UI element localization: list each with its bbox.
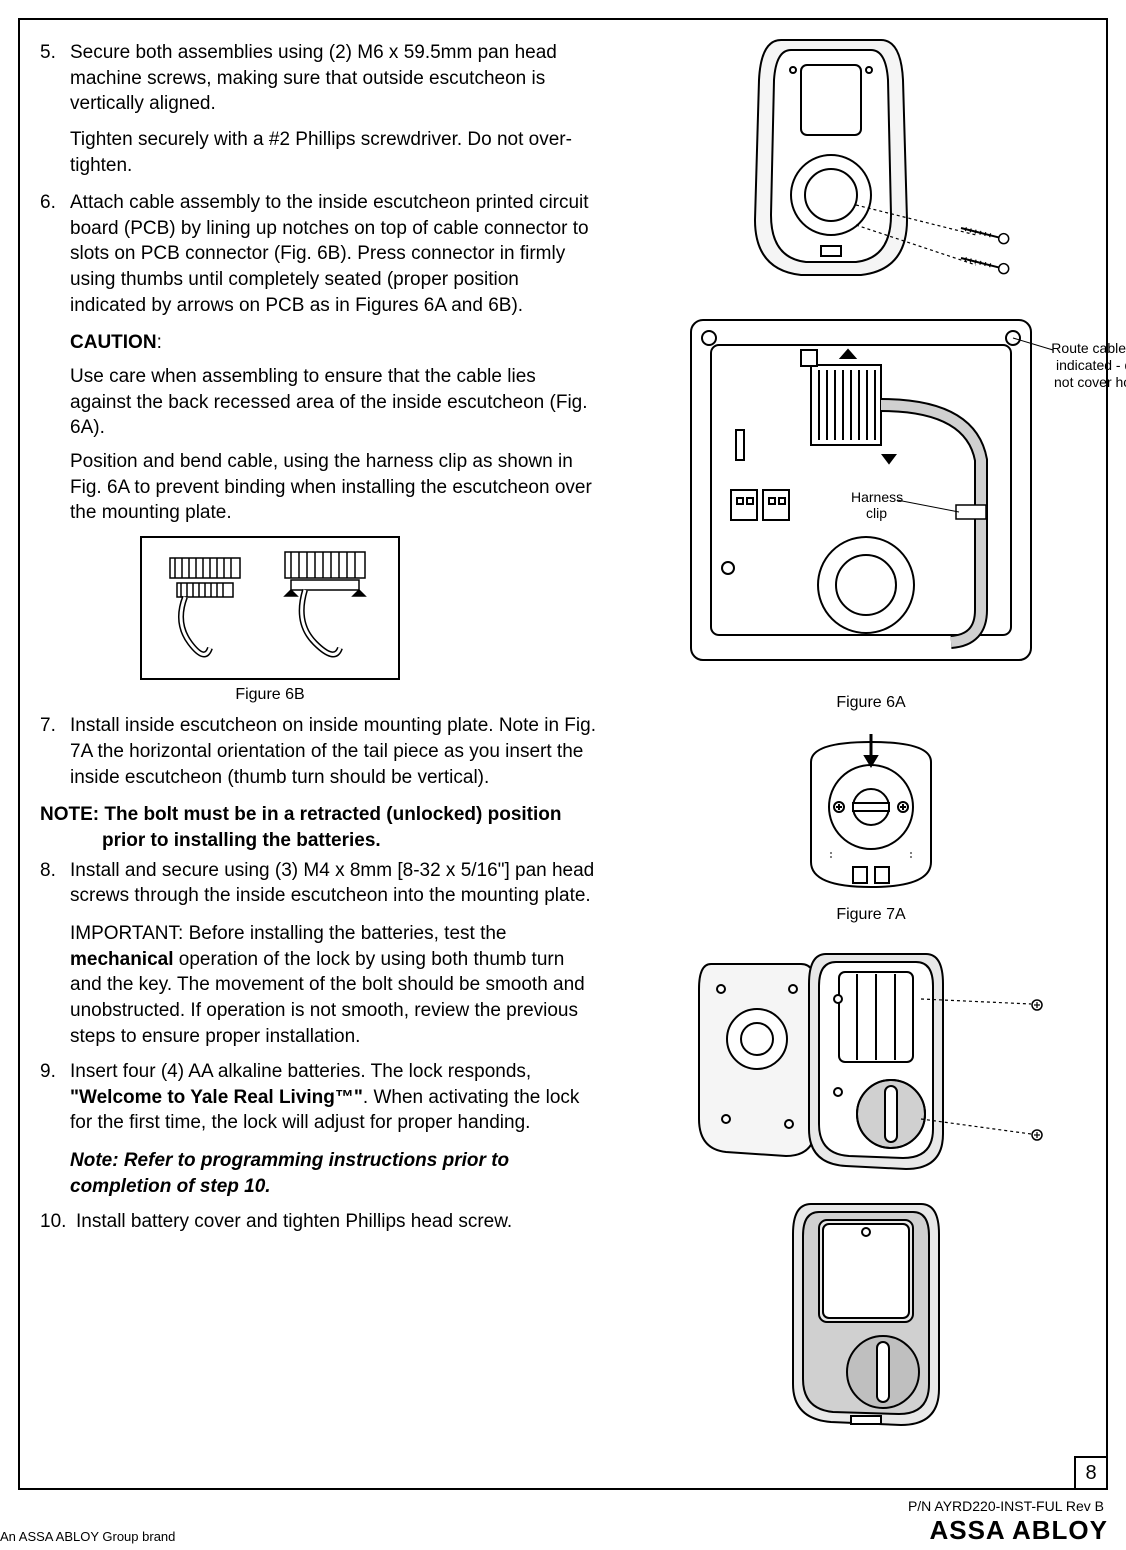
- page-number-box: 8: [1074, 1456, 1108, 1490]
- figure-6b-box: [140, 536, 400, 680]
- main-text-column: 5. Secure both assemblies using (2) M6 x…: [40, 40, 600, 1247]
- step-body: Secure both assemblies using (2) M6 x 59…: [70, 40, 600, 178]
- figure-6a-svg: Harness clip: [681, 310, 1061, 690]
- diagram-outside-escutcheon: [646, 30, 1096, 290]
- step-number: 5.: [40, 40, 70, 178]
- step-subtext: Tighten securely with a #2 Phillips scre…: [70, 127, 600, 178]
- step-number: 7.: [40, 713, 70, 790]
- step-body: Insert four (4) AA alkaline batteries. T…: [70, 1059, 600, 1136]
- step-9: 9. Insert four (4) AA alkaline batteries…: [40, 1059, 600, 1136]
- important-block: IMPORTANT: Before installing the batteri…: [70, 921, 600, 1049]
- step-5: 5. Secure both assemblies using (2) M6 x…: [40, 40, 600, 178]
- harness-clip-callout-text: Harness: [851, 489, 903, 505]
- outside-escutcheon-svg: [721, 30, 1021, 290]
- page-number: 8: [1085, 1462, 1096, 1485]
- step-body: Install battery cover and tighten Philli…: [76, 1209, 600, 1235]
- footer-part-number: P/N AYRD220-INST-FUL Rev B: [908, 1498, 1104, 1514]
- caution-block: CAUTION: Use care when assembling to ens…: [70, 330, 600, 525]
- figure-6b-wrapper: Figure 6B: [140, 536, 400, 706]
- note-line1: NOTE: The bolt must be in a retracted (u…: [40, 804, 561, 825]
- caution-title: CAUTION: [70, 332, 157, 353]
- inside-assembly-svg: [681, 944, 1061, 1174]
- step-body: Install inside escutcheon on inside moun…: [70, 713, 600, 790]
- important-p1: IMPORTANT: Before installing the batteri…: [70, 923, 507, 944]
- svg-text:clip: clip: [866, 505, 887, 521]
- s9-quote: "Welcome to Yale Real Living™": [70, 1087, 363, 1108]
- step-number: 8.: [40, 858, 70, 909]
- diagram-figure-7a: Figure 7A: [646, 732, 1096, 924]
- step-6: 6. Attach cable assembly to the inside e…: [40, 190, 600, 318]
- footer-logo: ASSA ABLOY: [929, 1515, 1108, 1546]
- step-number: 6.: [40, 190, 70, 318]
- figure-7a-svg: [781, 732, 961, 902]
- step-10: 10. Install battery cover and tighten Ph…: [40, 1209, 600, 1235]
- figure-6a-label: Figure 6A: [646, 694, 1096, 712]
- diagram-figure-6a: Harness clip Figure 6A Route cable as in…: [646, 310, 1096, 712]
- caution-heading: CAUTION:: [70, 330, 600, 356]
- figure-6b-label: Figure 6B: [140, 684, 400, 706]
- italic-note: Note: Refer to programming instructions …: [70, 1148, 600, 1199]
- figure-6b-svg: [155, 548, 385, 668]
- step-body: Install and secure using (3) M4 x 8mm [8…: [70, 858, 600, 909]
- important-bold: mechanical: [70, 949, 174, 970]
- step-8: 8. Install and secure using (3) M4 x 8mm…: [40, 858, 600, 909]
- diagram-battery-cover: [646, 1194, 1096, 1434]
- step-text: Secure both assemblies using (2) M6 x 59…: [70, 40, 600, 117]
- footer-brand-line: An ASSA ABLOY Group brand: [0, 1529, 175, 1544]
- note-line2: prior to installing the batteries.: [102, 830, 381, 851]
- diagram-inside-assembly: [646, 944, 1096, 1174]
- figure-7a-label: Figure 7A: [646, 906, 1096, 924]
- step-7: 7. Install inside escutcheon on inside m…: [40, 713, 600, 790]
- note-bold: NOTE: The bolt must be in a retracted (u…: [40, 802, 600, 853]
- caution-paragraph: Use care when assembling to ensure that …: [70, 364, 600, 441]
- right-figure-column: Harness clip Figure 6A Route cable as in…: [646, 30, 1096, 1454]
- step-number: 10.: [40, 1209, 76, 1235]
- step-body: Attach cable assembly to the inside escu…: [70, 190, 600, 318]
- battery-cover-svg: [771, 1194, 971, 1434]
- caution-paragraph: Position and bend cable, using the harne…: [70, 449, 600, 526]
- route-cable-callout: Route cable as indicated - do not cover …: [1048, 340, 1126, 390]
- s9-a: Insert four (4) AA alkaline batteries. T…: [70, 1061, 531, 1082]
- step-number: 9.: [40, 1059, 70, 1136]
